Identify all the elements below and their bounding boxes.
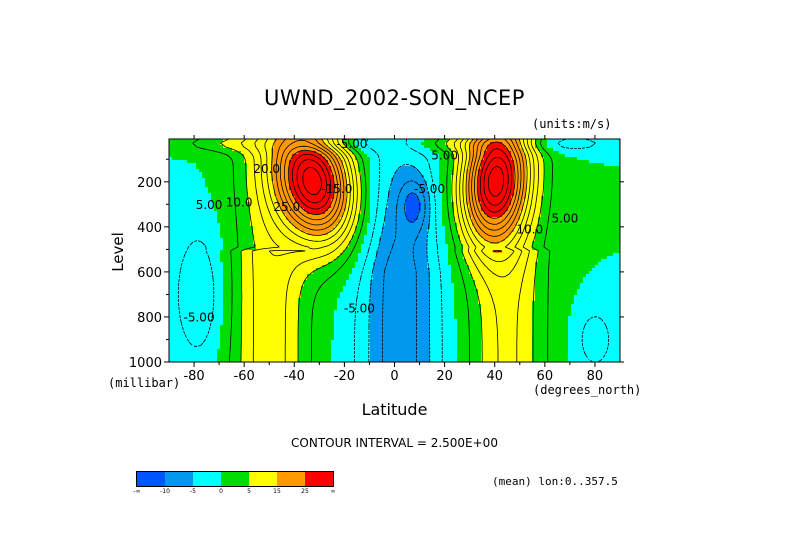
colorbar-label: 25 [301,488,309,495]
x-tick-label: -20 [334,369,355,384]
contour-line [404,192,420,223]
axes: -80 -60 -40 -20 0 20 40 60 80 200 400 600 800 1000 [129,135,624,384]
contour-value-label: -5.00 [414,182,445,196]
mean-longitude-label: (mean) lon:0..357.5 [492,475,618,488]
contour-value-label: 5.00 [431,148,458,162]
contour-line [219,139,545,362]
x-axis-label: Latitude [361,400,428,419]
contour-line [302,165,505,197]
contour-line [279,139,522,231]
y-units-label: (millibar) [108,376,181,390]
y-tick-label: 600 [137,266,162,281]
x-tick-label: -40 [284,369,305,384]
contour-value-label: 10.0 [226,196,253,210]
colorbar-swatch [221,472,249,486]
x-tick-label: 40 [486,369,503,384]
contour-value-label: 5.00 [196,198,223,212]
contour-value-label: 20.0 [253,162,280,176]
contour-line [240,139,539,362]
contour-interval-label: CONTOUR INTERVAL = 2.500E+00 [291,436,498,450]
contour-value-label: 10.0 [516,223,543,237]
units-label: (units:m/s) [532,117,612,131]
contour-line [192,139,553,362]
y-tick-label: 1000 [129,356,162,371]
contour-value-label: -5.00 [336,137,367,151]
x-units-label: (degrees_north) [533,383,642,397]
colorbar-label: -∞ [133,488,141,495]
y-tick-label: 200 [137,176,162,191]
colorbar-label: -5 [190,488,196,495]
contour-value-label: 25.0 [273,200,300,214]
x-tick-label: 60 [537,369,554,384]
colorbar-label: 0 [219,488,223,495]
contour-line [254,139,535,278]
colorbar-swatch [137,472,165,486]
contour-line [368,164,431,362]
colorbar-label: 15 [273,488,281,495]
contour-line [296,156,509,206]
colorbar-swatch [249,472,277,486]
contour-value-label: 5.00 [552,211,579,225]
colorbar-label: -10 [160,488,170,495]
colorbar-swatch [277,472,305,486]
x-tick-label: 20 [436,369,453,384]
y-tick-label: 800 [137,311,162,326]
contour-labels: 20.05.00 10.0 25.0-15.0 -5.00-5.00-5.0010.0… [184,137,579,324]
x-tick-label: -60 [234,369,255,384]
contour-value-label: -5.00 [344,301,375,315]
chart-title: UWND_2002-SON_NCEP [264,86,525,110]
contour-value-label: -5.00 [184,310,215,324]
contour-value-label: -15.0 [321,182,352,196]
colorbar-swatch [193,472,221,486]
colorbar [136,471,334,487]
colorbar-labels: -∞ -10 -5 0 5 15 25 ∞ [133,488,336,498]
contour-lines [177,139,609,362]
colorbar-label: 5 [247,488,251,495]
colorbar-swatch [305,472,333,486]
contour-line [271,139,528,253]
contour-line [382,180,426,362]
contour-line [287,141,516,219]
contour-line [177,139,609,362]
x-tick-label: 80 [587,369,604,384]
contour-line [292,148,513,213]
contour-line [275,139,525,237]
contour-line [283,139,519,225]
contour-line [264,139,531,262]
y-axis-label: Level [109,232,127,272]
colorbar-swatch [165,472,193,486]
x-tick-label: -80 [183,369,204,384]
x-tick-label: 0 [390,369,398,384]
y-tick-label: 400 [137,221,162,236]
colorbar-label: ∞ [330,488,336,495]
